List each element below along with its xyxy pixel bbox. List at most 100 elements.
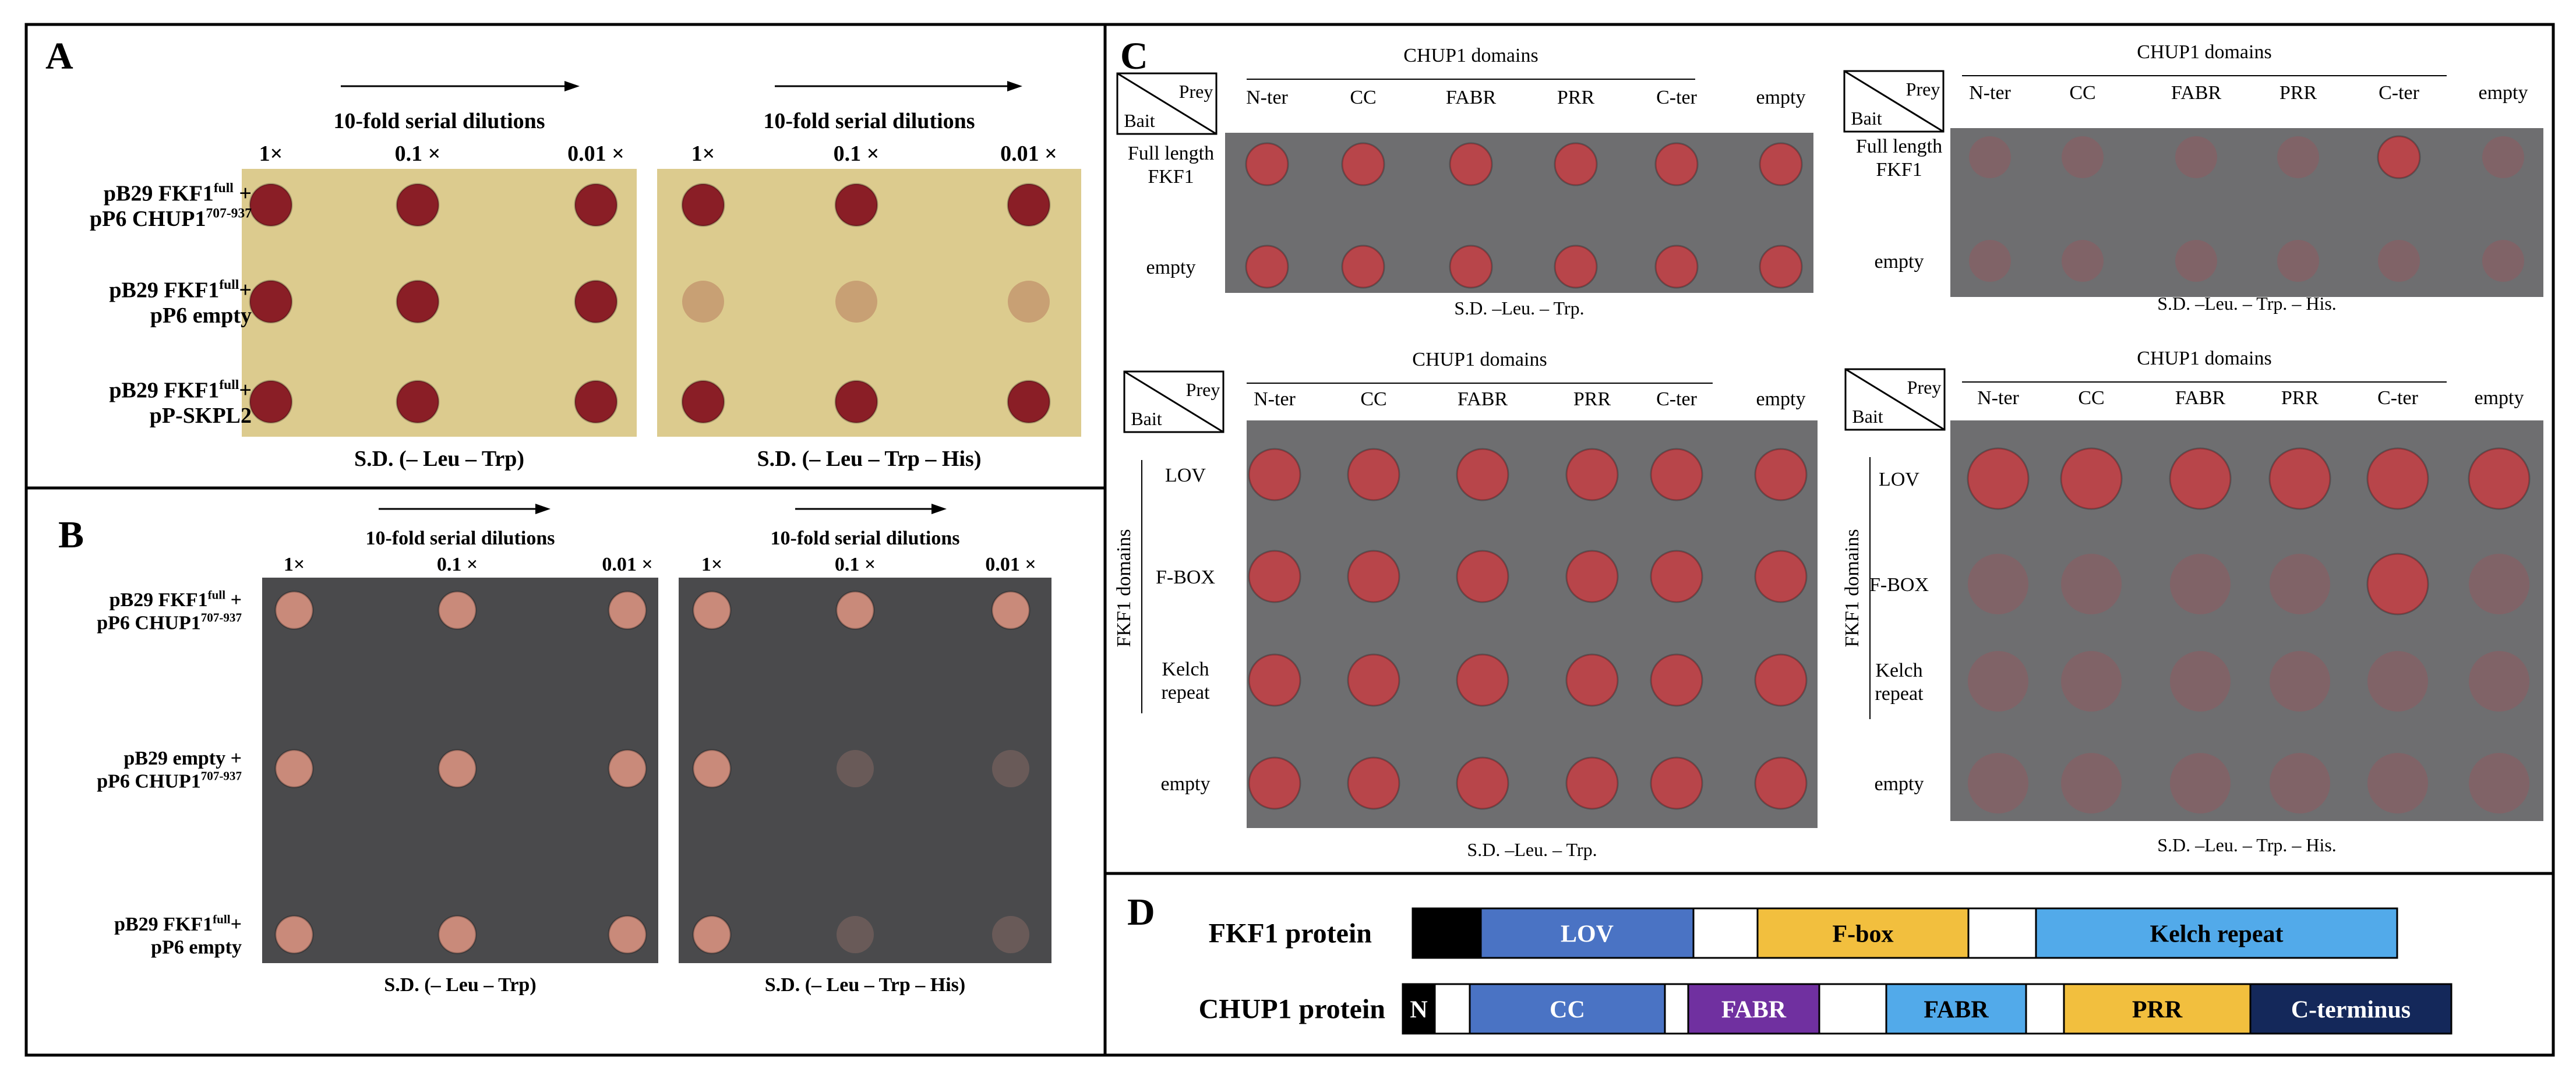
panel-b-row-label-0-line1: pB29 FKF1full + xyxy=(110,588,242,611)
colony xyxy=(992,916,1029,953)
medium-c-1: S.D. –Leu. – Trp. – His. xyxy=(2157,293,2337,314)
colony xyxy=(2170,753,2231,813)
row-label-1-1-0: empty xyxy=(1875,251,1924,273)
domain-chup1-2 xyxy=(1469,983,1666,1035)
column-label-0-3: PRR xyxy=(1557,87,1595,108)
chup1-domains-header-2: CHUP1 domains xyxy=(1412,349,1547,370)
colony xyxy=(1248,756,1301,810)
plate-c-3 xyxy=(1950,420,2543,821)
domain-fkf1-0 xyxy=(1411,907,1482,959)
colony xyxy=(2062,240,2104,282)
colony xyxy=(2061,753,2122,813)
colony xyxy=(249,380,293,424)
colony xyxy=(1248,448,1301,501)
row-label-3-2-0: Kelch xyxy=(1875,660,1922,681)
colony xyxy=(2378,240,2420,282)
domain-label-chup1-0: N xyxy=(1410,997,1427,1024)
colony xyxy=(1759,142,1803,186)
panel-b-row-label-1-line2: pP6 CHUP1707-937 xyxy=(97,769,242,792)
colony xyxy=(991,590,1031,630)
colony xyxy=(1347,756,1400,810)
colony xyxy=(1347,550,1400,603)
row-label-0-0-0: Full length xyxy=(1128,143,1214,164)
row-label-2-0-0: LOV xyxy=(1165,465,1206,486)
panel-a-arrow-label-0: 10-fold serial dilutions xyxy=(333,109,545,133)
panel-a-medium-1: S.D. (– Leu – Trp – His) xyxy=(757,447,982,471)
row-label-3-3-0: empty xyxy=(1875,773,1924,795)
panel-b-row-label-2-line2: pP6 empty xyxy=(151,936,242,958)
colony xyxy=(608,915,647,954)
medium-c-0: S.D. –Leu. – Trp. xyxy=(1454,298,1584,319)
colony xyxy=(274,590,314,630)
panel-a-arrow-0-head xyxy=(564,81,580,91)
colony xyxy=(835,590,875,630)
colony xyxy=(835,281,877,323)
colony xyxy=(2469,753,2529,813)
colony xyxy=(1759,245,1803,289)
panel-b-dilution-0-2: 0.01 × xyxy=(602,554,652,575)
colony xyxy=(2170,651,2231,712)
panel-b-row-label-0-line1-text: pB29 FKF1 xyxy=(110,589,208,611)
colony xyxy=(574,280,618,324)
panel-b-row-label-0-line1-superscript: full xyxy=(208,588,226,602)
colony xyxy=(1449,245,1493,289)
plate-c-1 xyxy=(1950,128,2543,297)
panel-a-row-label-1-line1-superscript: full xyxy=(219,277,239,292)
panel-b-dilution-1-1: 0.1 × xyxy=(835,554,876,575)
panel-a-row-label-2-line2-text: pP-SKPL2 xyxy=(150,404,252,428)
panel-b-row-label-0-line2-text: pP6 CHUP1 xyxy=(97,612,201,634)
colony xyxy=(2366,447,2429,510)
domain-fkf1-4 xyxy=(1967,907,2037,959)
panel-a-arrow-1-head xyxy=(1007,81,1022,91)
panel-a-row-label-1-line1: pB29 FKF1full+ xyxy=(109,277,252,302)
colony xyxy=(2482,240,2524,282)
row-label-3-1-0: F-BOX xyxy=(1869,574,1929,596)
domain-fkf1-5 xyxy=(2035,907,2398,959)
domain-fkf1-2 xyxy=(1692,907,1759,959)
column-label-2-3: PRR xyxy=(1573,388,1611,410)
panel-a-dilution-0-2: 0.01 × xyxy=(567,141,624,166)
panel-a-dilution-1-2: 0.01 × xyxy=(1000,141,1057,166)
domain-label-chup1-2: CC xyxy=(1550,997,1585,1024)
bait-label-1: Bait xyxy=(1851,108,1882,129)
column-label-0-2: FABR xyxy=(1446,87,1497,108)
panel-b-row-label-0-line2: pP6 CHUP1707-937 xyxy=(97,610,242,634)
colony xyxy=(1008,281,1050,323)
domain-chup1-1 xyxy=(1434,983,1471,1035)
colony xyxy=(1245,245,1289,289)
panel-b-medium-1: S.D. (– Leu – Trp – His) xyxy=(765,974,965,996)
colony xyxy=(608,590,647,630)
row-label-2-2-1: repeat xyxy=(1161,682,1210,703)
colony xyxy=(1654,142,1699,186)
colony xyxy=(1968,554,2028,614)
colony xyxy=(2060,447,2123,510)
column-label-3-0: N-ter xyxy=(1977,387,2019,409)
bait-label-3: Bait xyxy=(1852,406,1883,427)
column-label-2-4: C-ter xyxy=(1656,388,1698,410)
column-label-3-2: FABR xyxy=(2175,387,2226,409)
prey-label-1: Prey xyxy=(1906,79,1940,100)
colony xyxy=(1650,550,1703,603)
row-label-2-2-0: Kelch xyxy=(1162,659,1209,680)
colony xyxy=(2062,136,2104,178)
prey-bait-diagonal-2 xyxy=(1124,370,1224,433)
colony xyxy=(1650,448,1703,501)
column-label-1-0: N-ter xyxy=(1969,82,2011,104)
domain-label-chup1-8: PRR xyxy=(2132,997,2183,1024)
panel-b-row-label-2-line1-superscript: full xyxy=(213,912,231,926)
colony xyxy=(1754,653,1808,707)
panel-a-row-label-1-line1-text: pB29 FKF1 xyxy=(109,278,219,302)
panel-b-plate-1 xyxy=(679,578,1051,963)
colony xyxy=(274,915,314,954)
panel-a-plate-0 xyxy=(242,169,637,437)
colony xyxy=(992,750,1029,787)
bait-label-0: Bait xyxy=(1124,110,1155,131)
colony xyxy=(1347,448,1400,501)
panel-a-row-label-0-line2-text: pP6 CHUP1 xyxy=(90,207,206,231)
colony xyxy=(1754,448,1808,501)
column-label-2-0: N-ter xyxy=(1254,388,1296,410)
panel-a-medium-0: S.D. (– Leu – Trp) xyxy=(354,447,524,471)
panel-a-row-label-0-line1-tail: + xyxy=(234,181,252,206)
panel-a-dilution-0-0: 1× xyxy=(259,141,283,166)
medium-c-3: S.D. –Leu. – Trp. – His. xyxy=(2157,834,2337,855)
